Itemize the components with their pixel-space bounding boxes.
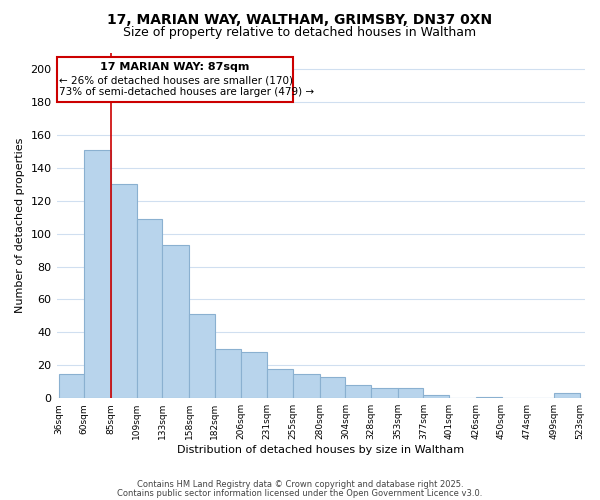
Text: 17 MARIAN WAY: 87sqm: 17 MARIAN WAY: 87sqm <box>100 62 250 72</box>
Text: Size of property relative to detached houses in Waltham: Size of property relative to detached ho… <box>124 26 476 39</box>
Bar <box>320 377 346 398</box>
FancyBboxPatch shape <box>56 58 293 102</box>
Bar <box>137 219 163 398</box>
Bar <box>59 374 85 398</box>
Bar <box>371 388 398 398</box>
Bar <box>163 245 189 398</box>
X-axis label: Distribution of detached houses by size in Waltham: Distribution of detached houses by size … <box>177 445 464 455</box>
Bar <box>476 396 502 398</box>
Bar <box>111 184 137 398</box>
Text: 73% of semi-detached houses are larger (479) →: 73% of semi-detached houses are larger (… <box>59 87 314 97</box>
Bar <box>241 352 267 398</box>
Bar <box>189 314 215 398</box>
Bar <box>85 150 111 398</box>
Bar <box>424 395 449 398</box>
Bar <box>267 368 293 398</box>
Text: 17, MARIAN WAY, WALTHAM, GRIMSBY, DN37 0XN: 17, MARIAN WAY, WALTHAM, GRIMSBY, DN37 0… <box>107 12 493 26</box>
Text: Contains public sector information licensed under the Open Government Licence v3: Contains public sector information licen… <box>118 488 482 498</box>
Bar <box>215 349 241 398</box>
Bar <box>293 374 320 398</box>
Bar <box>346 385 371 398</box>
Text: ← 26% of detached houses are smaller (170): ← 26% of detached houses are smaller (17… <box>59 76 293 86</box>
Bar <box>398 388 424 398</box>
Y-axis label: Number of detached properties: Number of detached properties <box>15 138 25 313</box>
Bar <box>554 394 580 398</box>
Text: Contains HM Land Registry data © Crown copyright and database right 2025.: Contains HM Land Registry data © Crown c… <box>137 480 463 489</box>
